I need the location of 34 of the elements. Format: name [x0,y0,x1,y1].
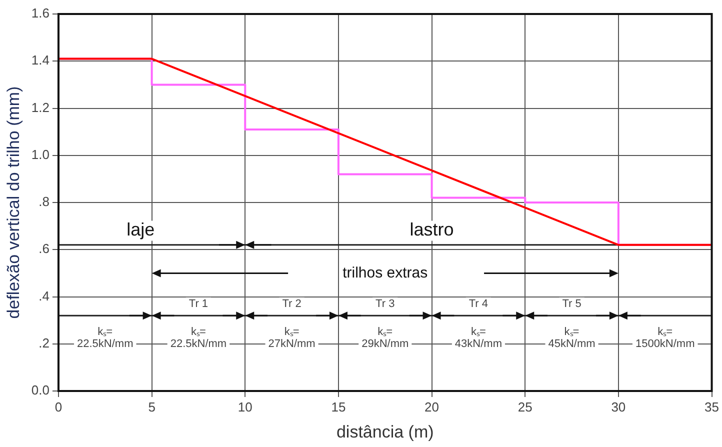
y-tick-label: 1.0 [31,146,50,162]
x-tick-label: 5 [148,399,156,414]
x-tick-label: 0 [54,399,62,414]
y-tick-label: .8 [38,194,50,210]
x-tick-label: 20 [424,399,440,414]
annotation: Tr 3 [376,298,395,310]
y-tick-label: 1.4 [31,52,50,68]
annotation: kₛ= 45kN/mm [548,326,596,350]
x-tick-label: 35 [704,399,720,414]
y-axis-title: deflexão vertical do trilho (mm) [4,86,23,319]
annotation: kₛ= 1500kN/mm [635,326,695,350]
annotation: kₛ= 22.5kN/mm [77,326,134,350]
y-tick-label: .2 [38,335,50,350]
annotation: trilhos extras [342,264,428,282]
annotation: lastro [410,220,454,240]
annotation: kₛ= 27kN/mm [268,326,316,350]
x-tick-label: 25 [518,399,532,414]
y-tick-label: 1.6 [31,6,50,21]
annotation: Tr 4 [468,298,488,310]
y-tick-label: .4 [38,288,50,304]
annotation: Tr 1 [188,298,208,310]
annotation: Tr 2 [282,298,302,310]
annotation: laje [126,220,155,240]
annotation: kₛ= 29kN/mm [362,326,409,350]
x-axis-title: distância (m) [336,422,434,442]
annotation: kₛ= 22.5kN/mm [170,326,227,350]
y-tick-label: 1.2 [31,100,50,115]
x-tick-label: 10 [238,399,252,414]
y-tick-label: .6 [38,241,50,256]
x-tick-label: 30 [611,399,626,414]
annotation: Tr 5 [562,298,582,310]
annotation: kₛ= 43kN/mm [454,326,502,350]
x-tick-label: 15 [331,399,346,414]
y-tick-label: 0.0 [31,382,50,398]
